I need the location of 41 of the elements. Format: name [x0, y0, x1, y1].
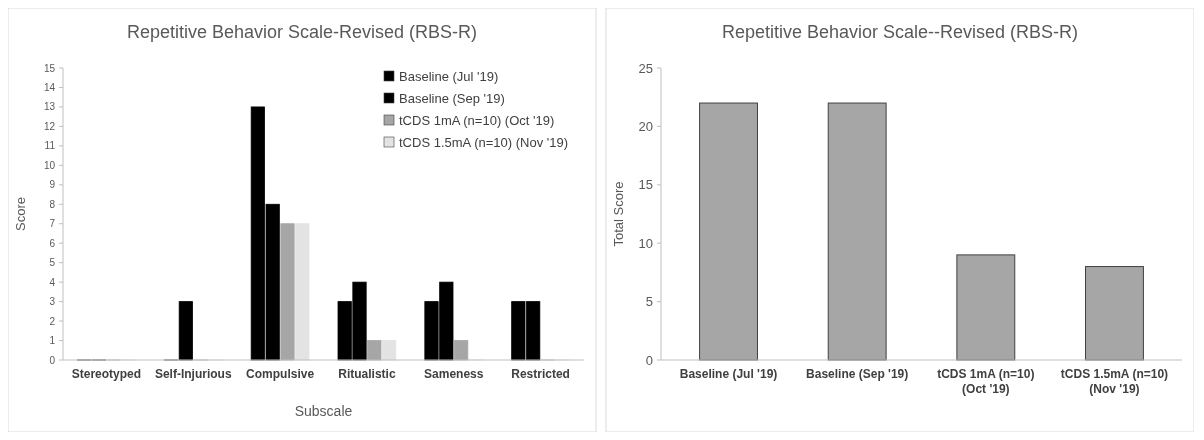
y-tick-label: 9	[49, 179, 56, 191]
x-axis-title: Subscale	[294, 403, 353, 419]
y-tick-label: 7	[49, 218, 56, 230]
y-tick-label: 20	[638, 118, 653, 134]
x-tick-label: Ritualistic	[338, 367, 396, 381]
y-tick-label: 5	[49, 257, 56, 269]
y-tick-label: 1	[49, 335, 56, 347]
legend-label: Baseline (Sep '19)	[399, 90, 505, 106]
x-tick-label: tCDS 1.5mA (n=10) (Nov '19)	[1060, 367, 1169, 396]
y-tick-label: 0	[645, 352, 653, 368]
y-tick-label: 10	[43, 159, 56, 171]
y-tick-label: 13	[43, 101, 56, 113]
y-tick-label: 2	[49, 315, 56, 327]
y-tick-label: 14	[43, 81, 56, 93]
legend-label: tCDS 1.5mA (n=10) (Nov '19)	[399, 134, 569, 150]
y-axis-title: Score	[13, 197, 28, 231]
x-tick-label: Sameness	[424, 367, 484, 381]
legend-label: Baseline (Jul '19)	[399, 68, 499, 84]
y-tick-label: 6	[49, 237, 56, 249]
x-tick-label: Baseline (Jul '19)	[679, 367, 778, 381]
y-tick-label: 15	[43, 62, 56, 74]
y-tick-label: 10	[638, 235, 653, 251]
y-tick-label: 3	[49, 296, 56, 308]
x-tick-label: Self-Injurious	[154, 367, 232, 381]
y-tick-label: 5	[645, 294, 653, 310]
y-tick-label: 12	[43, 120, 56, 132]
y-tick-label: 0	[49, 354, 56, 366]
y-tick-label: 4	[49, 276, 56, 288]
x-tick-label: Stereotyped	[71, 367, 142, 381]
x-tick-label: Restricted	[511, 367, 570, 381]
x-tick-label: Compulsive	[246, 367, 315, 381]
y-axis-title: Total Score	[611, 181, 626, 247]
chart-title: Repetitive Behavior Scale-Revised (RBS-R)	[126, 22, 478, 42]
y-tick-label: 11	[44, 140, 56, 152]
chart-title: Repetitive Behavior Scale--Revised (RBS-R)	[721, 22, 1079, 42]
x-tick-label: Baseline (Sep '19)	[806, 367, 909, 381]
y-tick-label: 15	[638, 177, 653, 193]
y-tick-label: 25	[638, 60, 653, 76]
y-tick-label: 8	[49, 198, 56, 210]
x-tick-label: tCDS 1mA (n=10) (Oct '19)	[937, 367, 1035, 396]
legend-label: tCDS 1mA (n=10) (Oct '19)	[399, 112, 555, 128]
